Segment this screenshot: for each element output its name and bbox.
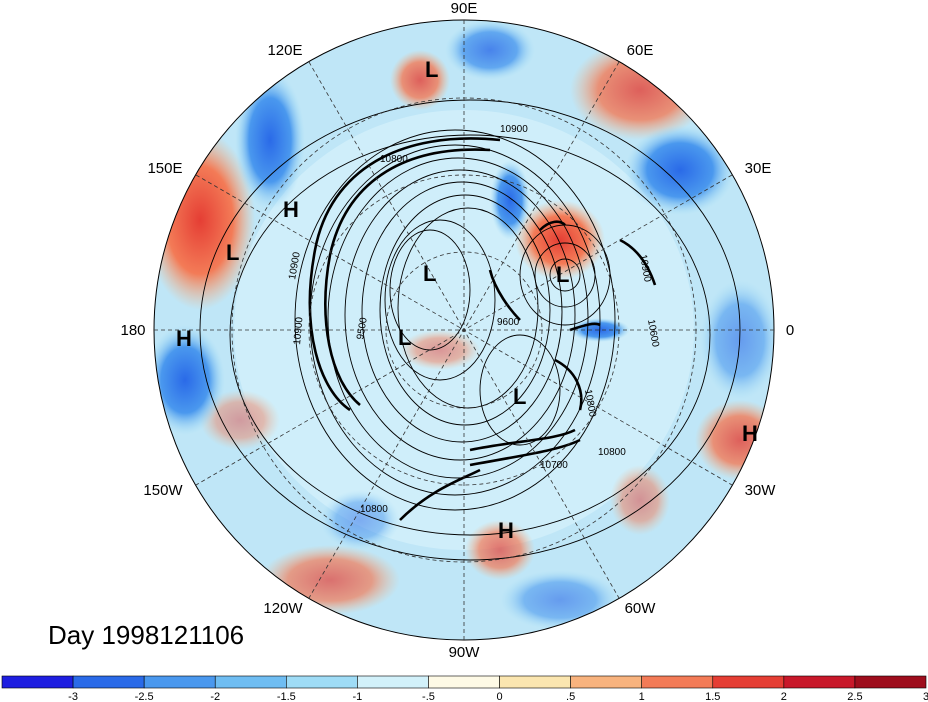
colorbar-tick-label: 2 — [781, 691, 787, 702]
colorbar-tick-label: -2 — [210, 691, 220, 702]
high-label: H — [498, 518, 514, 543]
contour-label: 10800 — [360, 504, 388, 515]
colorbar: -3 -2.5 -2 -1.5 -1 -.5 0 .5 1 1.5 2 2.5 3 — [1, 675, 928, 702]
colorbar-swatch — [641, 675, 714, 689]
lon-label: 30E — [745, 160, 772, 177]
colorbar-swatch — [499, 675, 571, 689]
contour-label: 10900 — [500, 124, 528, 135]
colorbar-tick-label: -1 — [352, 691, 362, 702]
contour-label: 10800 — [582, 389, 598, 419]
colorbar-tick-label: 3 — [923, 691, 928, 702]
contour-label: 10700 — [540, 460, 568, 471]
contour-label: 9600 — [497, 317, 520, 328]
day-title: Day 1998121106 — [48, 620, 245, 650]
colorbar-swatch — [72, 675, 145, 689]
colorbar-tick-label: -.5 — [422, 691, 435, 702]
pressure-system-labels: L H L H L L L L H H — [176, 57, 758, 543]
lon-label: 150W — [143, 482, 183, 499]
colorbar-swatch — [428, 675, 500, 689]
contour-label: 10600 — [645, 319, 661, 349]
low-label: L — [513, 384, 526, 409]
lon-label: 60E — [627, 42, 654, 59]
colorbar-tick-label: 0 — [496, 691, 502, 702]
graticule — [154, 20, 774, 640]
colorbar-swatch — [357, 675, 429, 689]
colorbar-tick-label: -3 — [68, 691, 78, 702]
lon-label: 60W — [625, 600, 657, 617]
lon-label: 0 — [786, 322, 794, 339]
colorbar-swatch — [286, 675, 358, 689]
colorbar-swatch — [143, 675, 216, 689]
high-label: H — [742, 421, 758, 446]
low-label: L — [226, 240, 239, 265]
low-label: L — [556, 262, 569, 287]
contour-label: 10800 — [380, 154, 408, 165]
colorbar-swatch — [712, 675, 785, 689]
colorbar-tick-label: -2.5 — [135, 691, 154, 702]
contour-labels: 10900 10800 10900 10900 9500 9600 10600 … — [287, 124, 661, 515]
lon-label: 180 — [120, 322, 145, 339]
colorbar-tick-label: 1 — [639, 691, 645, 702]
high-label: H — [283, 197, 299, 222]
colorbar-tick-label: 1.5 — [705, 691, 720, 702]
lon-label: 30W — [745, 482, 777, 499]
high-label: H — [176, 326, 192, 351]
contour-label: 10900 — [292, 316, 305, 345]
colorbar-tick-label: 2.5 — [847, 691, 862, 702]
contour-label: 10900 — [287, 251, 303, 281]
colorbar-swatch — [570, 675, 642, 689]
colorbar-swatch — [1, 675, 74, 689]
lon-label: 120W — [263, 600, 303, 617]
colorbar-swatch — [783, 675, 856, 689]
contour-label: 10900 — [637, 254, 653, 284]
lon-label: 120E — [267, 42, 302, 59]
colorbar-tick-label: -1.5 — [277, 691, 296, 702]
contour-label: 10800 — [598, 447, 626, 458]
low-label: L — [425, 57, 438, 82]
low-label: L — [423, 261, 436, 286]
contour-label: 9500 — [355, 316, 370, 340]
lon-label: 150E — [147, 160, 182, 177]
longitude-labels: 90E 60E 30E 0 30W 60W 90W 120W 150W 180 … — [120, 0, 794, 661]
lon-label: 90E — [451, 0, 478, 17]
colorbar-tick-label: .5 — [566, 691, 575, 702]
colorbar-swatch — [854, 675, 927, 689]
low-label: L — [398, 325, 411, 350]
lon-label: 90W — [449, 644, 481, 661]
colorbar-swatch — [214, 675, 287, 689]
